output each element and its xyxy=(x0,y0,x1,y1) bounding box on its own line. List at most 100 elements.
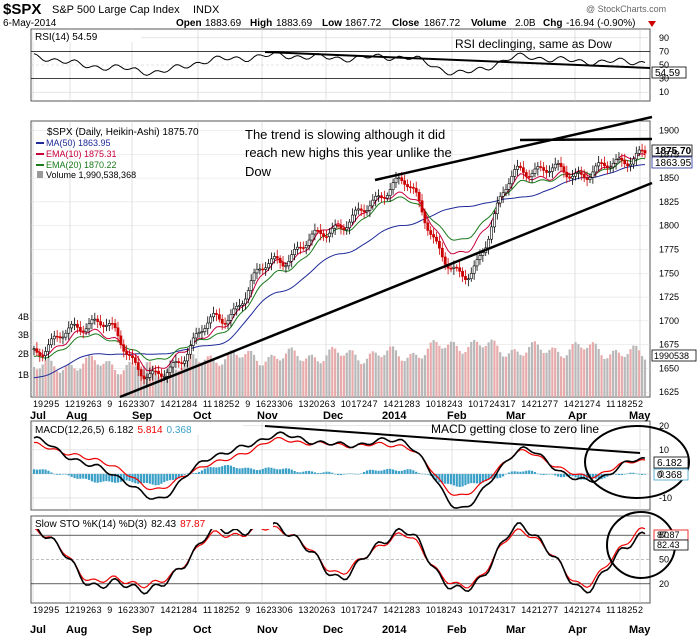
candle-body xyxy=(600,162,603,164)
volume-bar xyxy=(583,349,586,397)
sto-tick-label: 50 xyxy=(659,555,669,565)
volume-bar xyxy=(394,350,398,397)
macd-hist-bar xyxy=(284,468,288,474)
date-tick-label: 19 xyxy=(33,605,43,615)
candle-body xyxy=(258,268,262,271)
date-tick-label: 19 xyxy=(75,399,85,409)
candle-body xyxy=(333,224,337,229)
volume-bar xyxy=(536,344,539,397)
macd-hist-bar xyxy=(250,468,253,474)
candle-body xyxy=(382,197,386,199)
candle-body xyxy=(576,172,580,174)
candle-body xyxy=(55,335,59,338)
volume-bar xyxy=(160,377,163,397)
candle-body xyxy=(290,254,294,262)
candle-body xyxy=(464,276,467,281)
volume-bar xyxy=(490,339,493,397)
volume-bar xyxy=(603,358,606,397)
candle-body xyxy=(64,332,68,338)
volume-bar xyxy=(168,366,172,397)
volume-bar xyxy=(192,354,195,397)
date-tick-label: 14 xyxy=(521,399,531,409)
volume-bar xyxy=(307,355,311,397)
volume-bar xyxy=(134,366,137,397)
macd-hist-bar xyxy=(360,473,363,474)
date-tick-label: 14 xyxy=(564,605,574,615)
low-value: 1867.72 xyxy=(345,18,382,29)
volume-bar xyxy=(383,355,386,397)
date-tick-label: 3 xyxy=(415,399,420,409)
macd-legend-macd: 6.182 xyxy=(108,425,133,436)
macd-hist-bar xyxy=(386,468,389,474)
date-tick-label: 16 xyxy=(256,605,266,615)
volume-bar xyxy=(516,351,519,397)
macd-hist-bar xyxy=(545,473,548,475)
date-tick-label: 30 xyxy=(139,399,149,409)
sto-tick-label: 80 xyxy=(659,530,669,540)
candle-body xyxy=(608,166,612,169)
volume-bar xyxy=(504,356,508,397)
candle-body xyxy=(38,352,42,356)
macd-histogram xyxy=(32,464,647,487)
date-tick-label: 27 xyxy=(542,399,552,409)
month-label: Oct xyxy=(193,410,212,422)
date-tick-label: 11 xyxy=(606,605,615,615)
macd-hist-bar xyxy=(166,473,169,481)
macd-hist-bar xyxy=(241,468,244,474)
candle-body xyxy=(209,316,213,324)
volume-bar xyxy=(487,342,490,397)
volume-bar xyxy=(522,355,525,397)
macd-hist-bar xyxy=(354,473,357,475)
date-tick-label: 10 xyxy=(468,399,478,409)
macd-hist-tag-text: 0.368 xyxy=(657,470,682,481)
volume-bar xyxy=(50,360,53,397)
macd-hist-bar xyxy=(157,473,160,486)
candle-body xyxy=(165,372,169,377)
macd-hist-bar xyxy=(305,471,308,474)
candle-body xyxy=(516,165,519,170)
macd-hist-bar xyxy=(44,469,47,474)
macd-hist-bar xyxy=(635,473,638,475)
macd-hist-bar xyxy=(273,468,276,474)
ema20-line xyxy=(33,157,646,361)
macd-annotation: MACD getting close to zero line xyxy=(431,422,599,436)
candle-body xyxy=(380,195,383,198)
candle-body xyxy=(611,163,615,168)
volume-bar xyxy=(626,354,629,397)
rsi-tick-label: 30 xyxy=(659,74,669,84)
panel-frames xyxy=(30,28,651,604)
candle-body xyxy=(139,369,143,377)
macd-hist-bar xyxy=(342,473,345,475)
candle-body xyxy=(110,323,114,325)
candle-body xyxy=(423,211,427,224)
date-tick-label: 28 xyxy=(404,399,414,409)
volume-bar xyxy=(293,350,296,397)
candle-body xyxy=(270,258,273,264)
macd-hist-bar xyxy=(145,473,149,483)
candle-body xyxy=(174,361,178,364)
month-label: Sep xyxy=(132,624,152,636)
macd-hist-bar xyxy=(218,467,221,474)
candle-body xyxy=(160,373,163,377)
volume-bar xyxy=(232,351,235,397)
date-tick-label: 10 xyxy=(468,605,478,615)
candle-body xyxy=(304,245,308,249)
volume-bar xyxy=(85,357,88,397)
macd-hist-bar xyxy=(400,470,403,474)
macd-hist-bar xyxy=(142,473,146,484)
macd-trendline xyxy=(264,425,641,454)
date-tick-label: 26 xyxy=(320,399,330,409)
macd-hist-bar xyxy=(502,473,505,477)
high-trendline xyxy=(519,137,653,142)
volume-bar xyxy=(186,355,189,397)
candle-body xyxy=(339,225,343,229)
candle-body xyxy=(585,177,589,180)
volume-bar xyxy=(93,360,96,397)
sto-legend-box xyxy=(33,517,273,529)
axis-labels: 9070503010190018751850182518001775175017… xyxy=(18,33,679,636)
candle-body xyxy=(336,224,340,227)
macd-hist-bar xyxy=(397,471,400,474)
volume-bar xyxy=(99,365,102,397)
candle-body xyxy=(461,270,464,277)
